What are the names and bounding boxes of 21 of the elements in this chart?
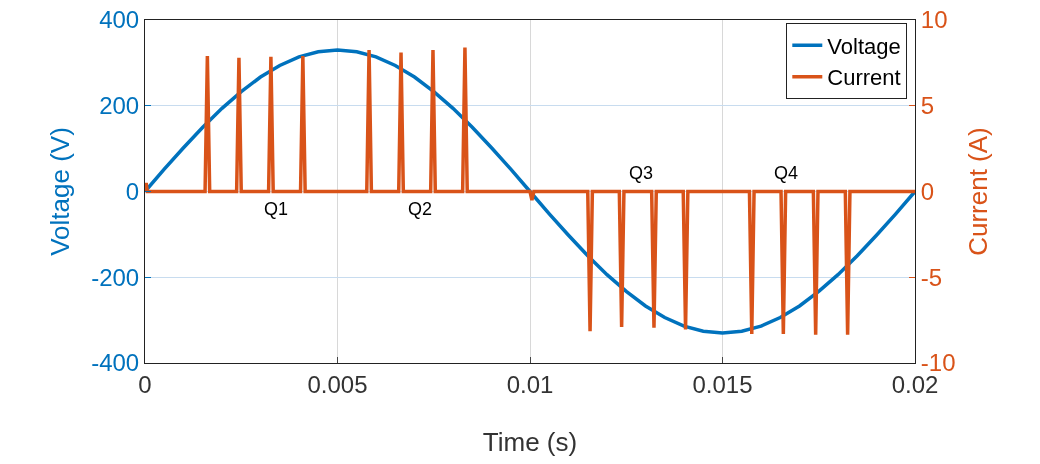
x-tick-label: 0.005 xyxy=(307,370,368,398)
y-tick-label: -200 xyxy=(91,263,140,291)
x-tick-label: 0.015 xyxy=(692,370,753,398)
y2-tick-label: 5 xyxy=(920,92,935,120)
legend-label: Current xyxy=(827,65,901,91)
x-tick-label: 0.01 xyxy=(506,370,554,398)
y-axis-title: Voltage (V) xyxy=(44,127,75,256)
y2-tick-label: 0 xyxy=(920,177,935,205)
annotation: Q4 xyxy=(774,163,799,183)
y-tick-label: 0 xyxy=(125,177,140,205)
x-axis-title: Time (s) xyxy=(482,427,578,457)
y2-tick-label: -5 xyxy=(920,263,943,291)
y-tick-label: 400 xyxy=(99,6,140,34)
annotation: Q3 xyxy=(629,163,654,183)
y-tick-label: -400 xyxy=(91,349,140,377)
annotation: Q1 xyxy=(264,199,289,219)
y2-axis-title: Current (A) xyxy=(963,127,994,256)
y-tick-label: 200 xyxy=(99,92,140,120)
annotation: Q2 xyxy=(408,199,433,219)
legend-label: Voltage xyxy=(827,33,901,59)
y2-tick-label: 10 xyxy=(920,6,948,34)
